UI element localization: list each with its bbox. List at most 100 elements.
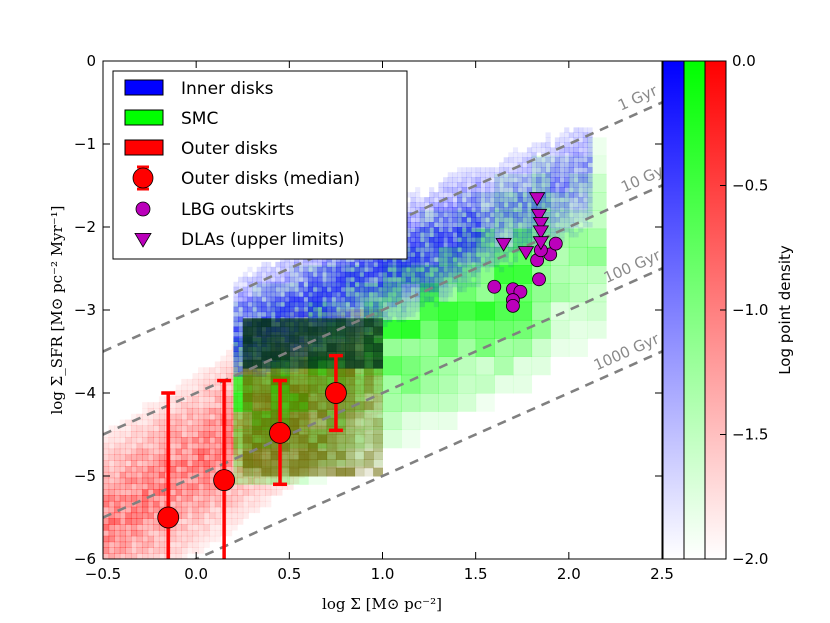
density-cell-outer <box>192 384 199 392</box>
density-cell-inner <box>545 142 551 148</box>
density-cell-inner <box>540 142 547 148</box>
density-cell-outer <box>181 466 188 473</box>
density-cell-outer <box>114 466 121 473</box>
density-cell-inner <box>331 276 337 283</box>
density-cell-inner <box>377 306 383 313</box>
density-cell-outer <box>130 419 138 426</box>
density-cell-outer <box>371 378 378 386</box>
density-cell-overlap <box>363 401 374 411</box>
density-cell-outer <box>125 471 132 479</box>
density-cell-inner <box>522 167 528 173</box>
density-cell-inner <box>461 231 467 238</box>
density-cell-outer <box>130 506 138 514</box>
density-cell-outer <box>170 413 177 421</box>
density-cell-inner <box>289 366 295 372</box>
density-cell-outer <box>203 466 210 473</box>
density-cell-overlap <box>307 401 318 411</box>
density-cell-outer <box>153 495 160 502</box>
density-cell-inner <box>443 222 449 228</box>
density-cell-outer <box>214 489 221 496</box>
density-cell-inner <box>340 301 346 308</box>
density-cell-inner <box>405 207 411 213</box>
density-cell-overlap <box>261 343 272 352</box>
density-cell-inner <box>298 276 304 283</box>
density-cell-outer <box>198 448 205 456</box>
density-cell-outer <box>175 466 182 473</box>
density-cell-overlap <box>270 334 281 344</box>
density-cell-outer <box>192 442 199 450</box>
colorbar: Log point density 0.0−0.5−1.0−1.5−2.0 <box>662 52 794 568</box>
density-cell-inner <box>508 207 514 213</box>
density-cell-overlap <box>354 393 365 402</box>
density-cell-inner <box>457 212 463 218</box>
density-cell-overlap <box>317 334 328 344</box>
density-cell-outer <box>321 419 328 426</box>
density-cell-inner <box>293 366 300 372</box>
density-cell-overlap <box>261 351 272 361</box>
density-cell-outer <box>175 471 182 479</box>
density-cell-inner <box>387 311 393 318</box>
density-cell-overlap <box>317 451 328 460</box>
density-cell-inner <box>382 276 388 283</box>
density-cell-outer <box>315 309 322 316</box>
density-cell-inner <box>293 296 300 303</box>
density-cell-inner <box>238 336 244 343</box>
density-cell-inner <box>373 256 379 263</box>
density-cell-outer <box>186 483 194 490</box>
density-cell-overlap <box>307 442 318 452</box>
density-cell-inner <box>540 187 547 193</box>
density-cell-inner <box>484 202 491 208</box>
density-cell-outer <box>198 442 205 450</box>
density-cell-outer <box>103 500 110 508</box>
density-cell-outer <box>153 454 160 461</box>
density-cell-outer <box>253 500 261 508</box>
density-cell-inner <box>382 296 388 303</box>
density-cell-inner <box>447 241 453 248</box>
density-cell-outer <box>175 477 182 485</box>
density-cell-inner <box>266 366 272 372</box>
density-cell-inner <box>247 306 253 313</box>
density-cell-overlap <box>326 401 337 411</box>
density-cell-inner <box>233 331 239 338</box>
density-cell-outer <box>203 524 210 531</box>
density-cell-outer <box>209 373 216 380</box>
density-cell-inner <box>503 231 509 238</box>
density-cell-inner <box>247 296 253 303</box>
density-cell-smc <box>531 173 551 193</box>
density-cell-inner <box>517 197 523 203</box>
density-cell-outer <box>225 460 233 467</box>
density-cell-inner <box>233 346 239 352</box>
density-cell-inner <box>317 301 323 308</box>
density-cell-overlap <box>270 393 281 402</box>
density-cell-smc <box>531 301 551 321</box>
density-cell-smc <box>531 319 551 339</box>
density-cell-inner <box>405 217 411 223</box>
density-cell-outer <box>114 477 121 485</box>
density-cell-outer <box>130 524 138 531</box>
density-cell-inner <box>568 147 574 153</box>
density-cell-inner <box>489 182 495 188</box>
density-cell-overlap <box>335 442 346 452</box>
density-cell-smc <box>568 265 588 284</box>
density-cell-inner <box>415 256 421 263</box>
density-cell-inner <box>545 202 551 208</box>
density-cell-outer <box>136 425 143 432</box>
density-cell-inner <box>349 271 356 278</box>
density-cell-outer <box>253 402 261 409</box>
density-cell-inner <box>363 306 370 313</box>
density-cell-outer <box>376 402 384 409</box>
density-cell-inner <box>573 182 579 188</box>
density-cell-inner <box>554 231 561 238</box>
density-cell-inner <box>335 286 342 293</box>
density-cell-inner <box>433 231 439 238</box>
density-cell-outer <box>360 314 367 322</box>
density-cell-inner <box>545 172 551 178</box>
density-cell-outer <box>321 402 328 409</box>
density-cell-outer <box>287 442 294 450</box>
density-cell-outer <box>326 309 333 316</box>
density-cell-inner <box>363 296 370 303</box>
density-cell-inner <box>429 192 435 198</box>
density-cell-outer <box>265 483 272 490</box>
density-cell-inner <box>415 261 421 268</box>
density-cell-inner <box>554 172 561 178</box>
